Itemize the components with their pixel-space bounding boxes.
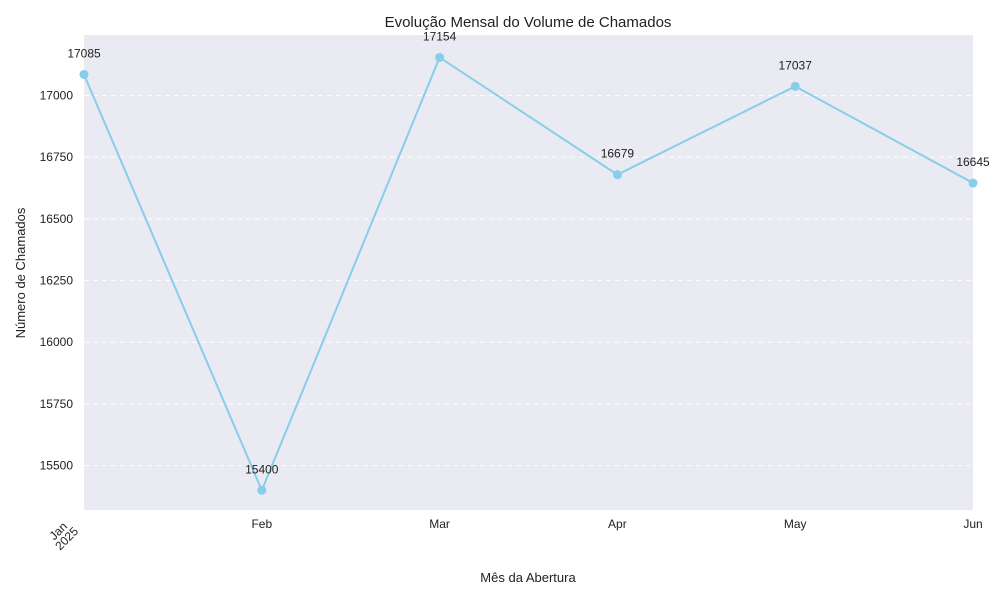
x-tick-label: Jun bbox=[963, 517, 982, 531]
data-label: 17085 bbox=[67, 46, 101, 60]
data-label: 16645 bbox=[956, 155, 990, 169]
y-tick-label: 16750 bbox=[40, 150, 74, 164]
data-point bbox=[968, 178, 978, 188]
y-tick-label: 15750 bbox=[40, 397, 74, 411]
data-point bbox=[435, 52, 445, 62]
x-tick-label: Feb bbox=[251, 517, 272, 531]
data-point bbox=[612, 170, 622, 180]
series-line bbox=[83, 55, 974, 493]
data-label: 15400 bbox=[245, 462, 279, 476]
y-tick-label: 16500 bbox=[40, 212, 74, 226]
x-tick-label: Mar bbox=[429, 517, 450, 531]
y-tick-label: 16000 bbox=[40, 335, 74, 349]
data-label: 16679 bbox=[601, 147, 635, 161]
y-tick-label: 16250 bbox=[40, 274, 74, 288]
data-label: 17037 bbox=[779, 58, 813, 72]
y-axis-ticks: 15500 15750 16000 16250 16500 16750 17000 bbox=[40, 88, 74, 472]
data-label: 17154 bbox=[423, 29, 457, 43]
data-labels: 17085 15400 17154 16679 17037 16645 bbox=[67, 29, 990, 476]
chart-title: Evolução Mensal do Volume de Chamados bbox=[385, 14, 672, 31]
grid-lines bbox=[84, 94, 973, 467]
y-tick-label: 17000 bbox=[40, 88, 74, 102]
data-points bbox=[79, 52, 978, 495]
data-point bbox=[79, 69, 89, 79]
data-point bbox=[257, 485, 267, 495]
data-point bbox=[790, 81, 800, 91]
x-axis-label: Mês da Abertura bbox=[480, 570, 576, 585]
y-axis-label: Número de Chamados bbox=[13, 207, 28, 338]
x-tick-label: May bbox=[784, 517, 807, 531]
plot-area bbox=[84, 35, 973, 510]
x-tick-label: Apr bbox=[608, 517, 627, 531]
y-tick-label: 15500 bbox=[40, 459, 74, 473]
